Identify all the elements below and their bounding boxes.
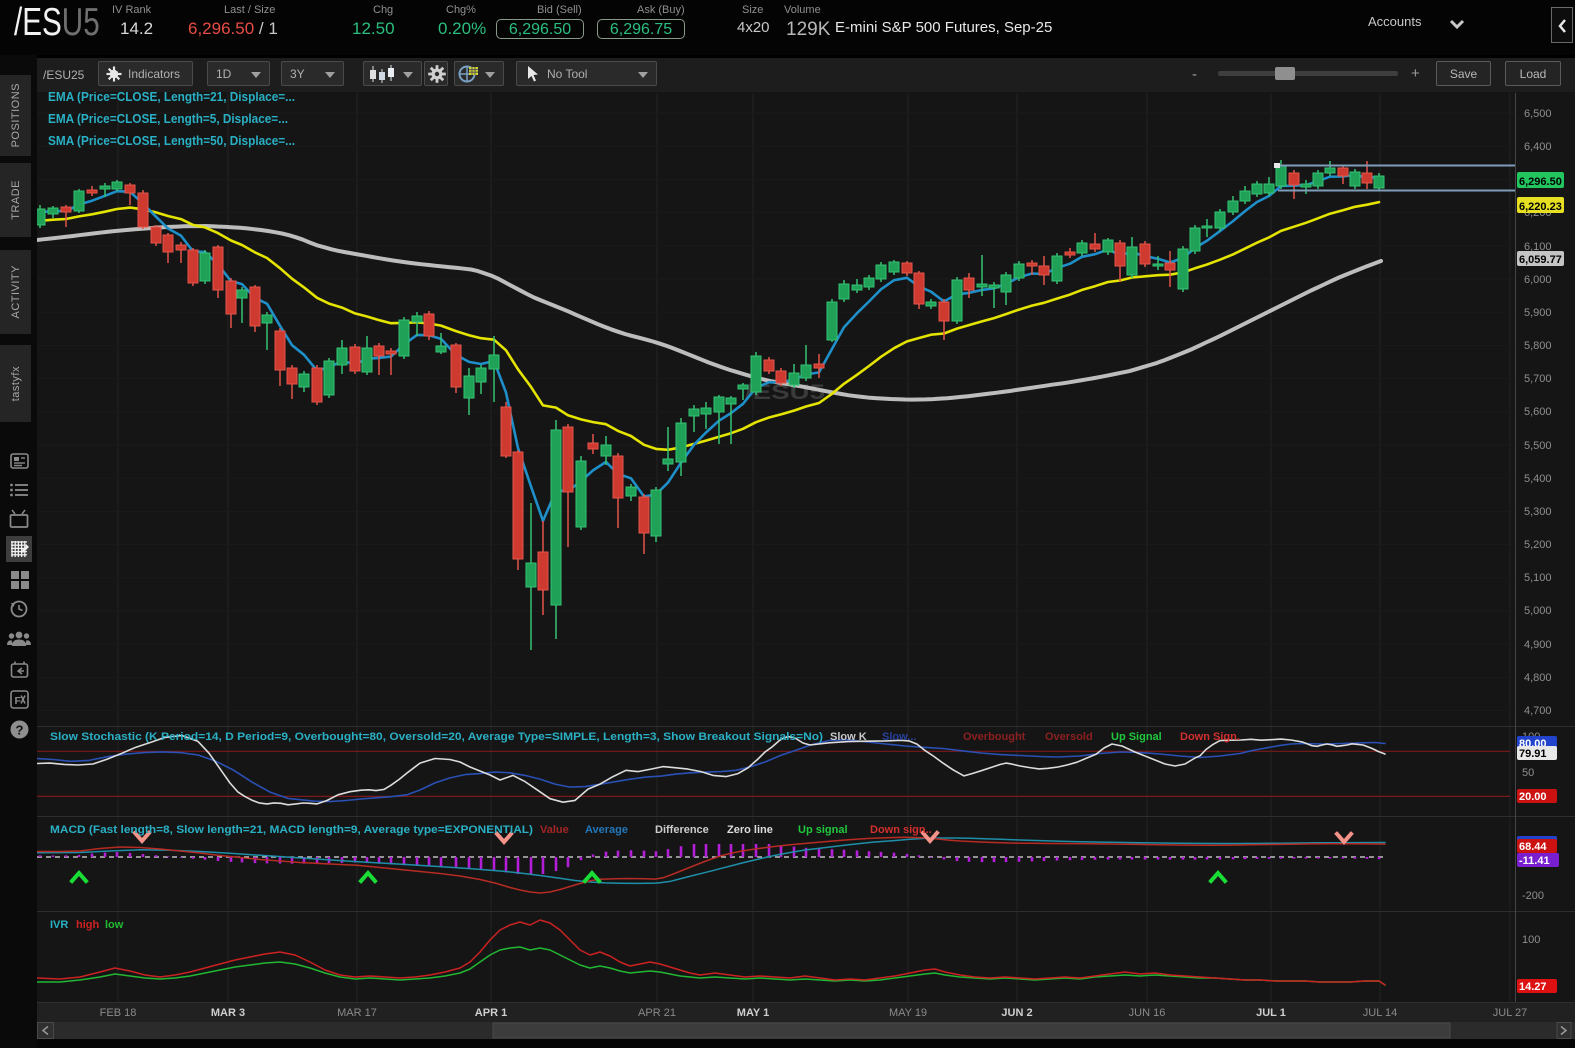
- svg-text:low: low: [105, 919, 124, 931]
- svg-text:5,600: 5,600: [1524, 406, 1552, 418]
- svg-text:6,400: 6,400: [1524, 141, 1552, 153]
- svg-text:79.91: 79.91: [1519, 748, 1547, 760]
- svg-text:Oversold: Oversold: [1045, 731, 1093, 743]
- svg-text:Down Sign.: Down Sign.: [1180, 731, 1240, 743]
- svg-text:Up Signal: Up Signal: [1111, 731, 1162, 743]
- svg-text:EMA (Price=CLOSE, Length=21, D: EMA (Price=CLOSE, Length=21, Displace=..…: [48, 92, 295, 104]
- svg-text:4,700: 4,700: [1524, 705, 1552, 717]
- svg-text:6,059.77: 6,059.77: [1519, 254, 1562, 266]
- svg-text:5,500: 5,500: [1524, 440, 1552, 452]
- svg-text:50: 50: [1522, 767, 1534, 779]
- svg-text:20.00: 20.00: [1519, 791, 1547, 803]
- svg-text:MAR 17: MAR 17: [337, 1007, 377, 1019]
- svg-text:MAY 19: MAY 19: [889, 1007, 927, 1019]
- svg-text:Down sign..: Down sign..: [870, 824, 932, 836]
- svg-text:APR 21: APR 21: [638, 1007, 676, 1019]
- svg-text:SMA (Price=CLOSE, Length=50, D: SMA (Price=CLOSE, Length=50, Displace=..…: [48, 134, 295, 148]
- svg-text:6,220.23: 6,220.23: [1519, 201, 1562, 213]
- svg-text:68.44: 68.44: [1519, 841, 1547, 853]
- svg-text:MAY 1: MAY 1: [737, 1007, 769, 1019]
- svg-text:JUN 2: JUN 2: [1001, 1007, 1032, 1019]
- svg-text:Slow K: Slow K: [830, 731, 867, 743]
- svg-text:Overbought: Overbought: [963, 731, 1026, 743]
- svg-text:-11.41: -11.41: [1519, 855, 1550, 867]
- svg-text:5,700: 5,700: [1524, 373, 1552, 385]
- svg-text:5,100: 5,100: [1524, 572, 1552, 584]
- svg-text:5,900: 5,900: [1524, 307, 1552, 319]
- svg-text:MAR 3: MAR 3: [211, 1007, 245, 1019]
- svg-text:?: ?: [15, 722, 23, 737]
- svg-text:Up signal: Up signal: [798, 824, 848, 836]
- svg-text:high: high: [76, 919, 99, 931]
- svg-text:100: 100: [1522, 934, 1540, 946]
- svg-text:APR 1: APR 1: [475, 1007, 507, 1019]
- svg-text:5,200: 5,200: [1524, 539, 1552, 551]
- svg-text:4,800: 4,800: [1524, 672, 1552, 684]
- svg-text:MACD (Fast length=8, Slow leng: MACD (Fast length=8, Slow length=21, MAC…: [50, 824, 533, 836]
- svg-text:Slow Stochastic (K Period=14,: Slow Stochastic (K Period=14, D Period=9…: [50, 731, 823, 743]
- svg-text:Zero line: Zero line: [727, 824, 773, 836]
- svg-text:5,000: 5,000: [1524, 605, 1552, 617]
- svg-text:4,900: 4,900: [1524, 639, 1552, 651]
- svg-text:JUL 1: JUL 1: [1256, 1007, 1286, 1019]
- svg-text:EMA (Price=CLOSE, Length=5, Di: EMA (Price=CLOSE, Length=5, Displace=...: [48, 112, 288, 126]
- svg-text:Average: Average: [585, 824, 628, 836]
- svg-text:F: F: [14, 695, 21, 707]
- svg-text:5,300: 5,300: [1524, 506, 1552, 518]
- svg-text:5,800: 5,800: [1524, 340, 1552, 352]
- svg-text:6,296.50: 6,296.50: [1519, 176, 1562, 188]
- svg-text:Difference: Difference: [655, 824, 709, 836]
- svg-text:FEB 18: FEB 18: [100, 1007, 137, 1019]
- svg-text:-200: -200: [1522, 890, 1544, 902]
- svg-text:IVR: IVR: [50, 919, 68, 931]
- svg-text:6,100: 6,100: [1524, 241, 1552, 253]
- svg-text:6,000: 6,000: [1524, 274, 1552, 286]
- svg-text:Slow...: Slow...: [882, 731, 916, 743]
- svg-text:JUN 16: JUN 16: [1129, 1007, 1166, 1019]
- svg-text:JUL 14: JUL 14: [1363, 1007, 1397, 1019]
- svg-text:JUL 27: JUL 27: [1493, 1007, 1527, 1019]
- svg-text:6,500: 6,500: [1524, 108, 1552, 120]
- svg-text:Value: Value: [540, 824, 569, 836]
- svg-text:14.27: 14.27: [1519, 981, 1547, 993]
- svg-text:5,400: 5,400: [1524, 473, 1552, 485]
